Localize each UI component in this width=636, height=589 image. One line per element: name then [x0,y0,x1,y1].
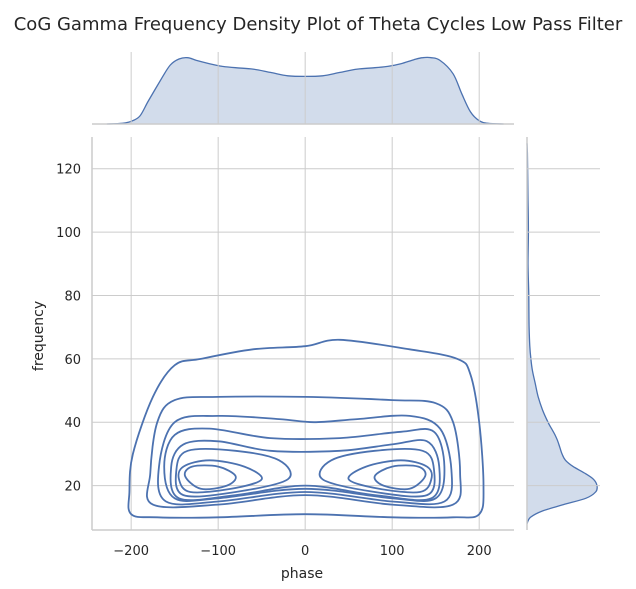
y-tick-label: 60 [64,353,81,368]
chart-title: CoG Gamma Frequency Density Plot of Thet… [14,14,623,35]
y-tick-label: 120 [56,163,81,178]
x-tick-label: −100 [200,544,236,559]
contour-line [146,395,462,509]
y-tick-label: 20 [64,480,81,495]
contour-line [177,459,263,494]
contour-line [127,338,485,519]
x-tick-label: −200 [113,544,149,559]
contour-line [174,448,292,498]
x-tick-label: 0 [301,544,309,559]
right-marginal-density [526,143,598,525]
main-grid [92,52,600,530]
y-tick-label: 40 [64,416,81,431]
y-tick-label: 100 [56,226,81,241]
y-tick-label: 80 [64,289,81,304]
x-tick-label: 200 [467,544,492,559]
contour-line [163,427,446,502]
x-axis-label: phase [281,566,323,582]
x-tick-label: 100 [380,544,405,559]
right-marginal-line [526,143,598,525]
tick-labels: −200 −100 0 100 200 20 40 60 80 100 120 [56,163,491,559]
main-axes [91,123,528,531]
contour-line [373,464,427,491]
contour-line [347,459,433,494]
y-axis-label: frequency [31,301,47,371]
contour-line [157,414,454,506]
kde-contours [127,338,485,519]
contour-line [318,448,436,498]
contour-line [169,439,441,502]
right-marginal-fill [527,143,598,524]
contour-line [183,464,237,491]
